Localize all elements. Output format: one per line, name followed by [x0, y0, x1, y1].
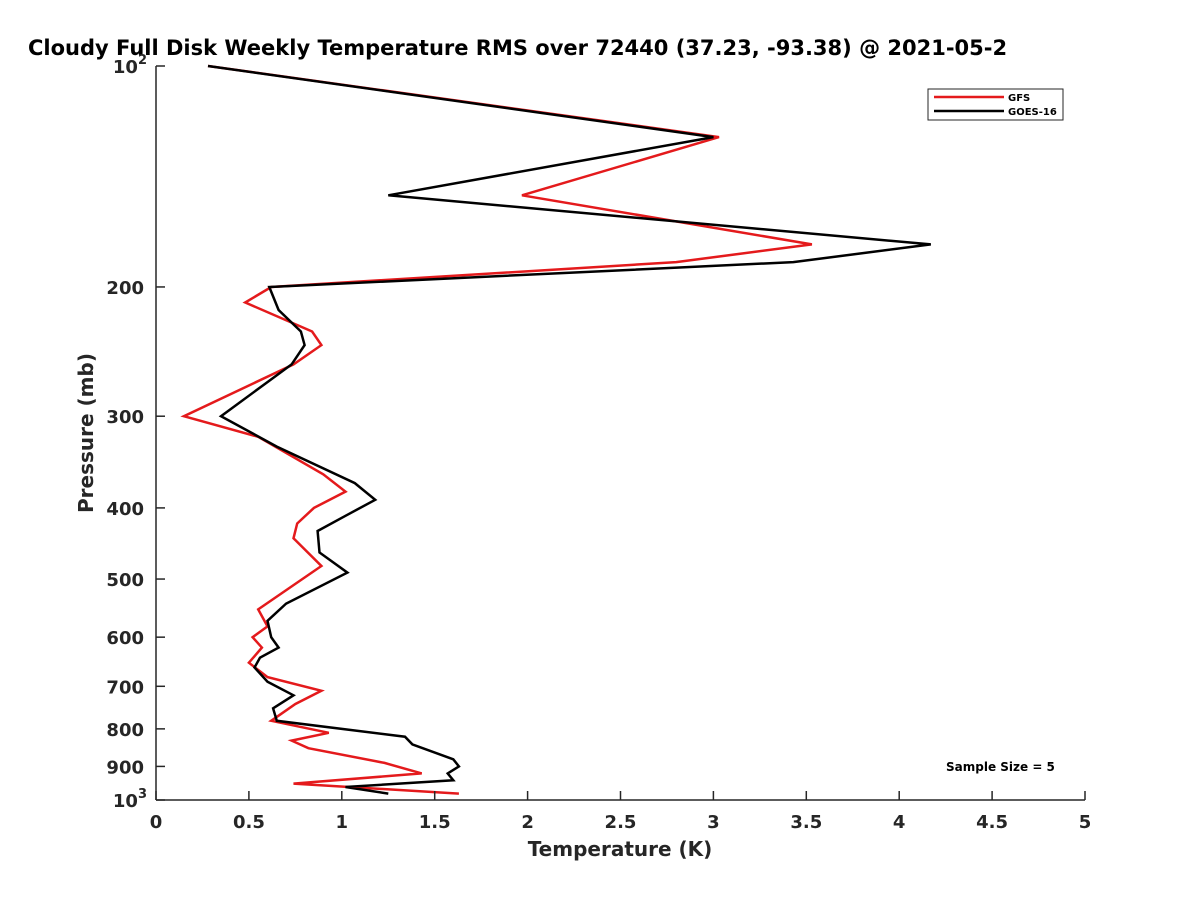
- y-ticks: 102 200 300 400 500 600 700 800 900 103: [106, 53, 165, 812]
- axes-layer: [155, 66, 1085, 801]
- y-axis-label: Pressure (mb): [74, 353, 98, 513]
- y-tick-label: 600: [106, 628, 144, 649]
- y-tick-label: 500: [106, 570, 144, 591]
- series-layer: [180, 64, 931, 795]
- series-line-gfs: [180, 64, 813, 795]
- legend-label-goes16: GOES-16: [1008, 107, 1057, 118]
- sample-size-annotation: Sample Size = 5: [946, 760, 1055, 774]
- x-tick-label: 3: [707, 812, 720, 833]
- x-tick-label: 1: [336, 812, 349, 833]
- y-tick-label: 900: [106, 757, 144, 778]
- x-tick-label: 0: [150, 812, 163, 833]
- y-tick-label: 102: [113, 53, 147, 78]
- x-tick-label: 4.5: [976, 812, 1008, 833]
- y-tick-label: 700: [106, 677, 144, 698]
- x-axis-label: Temperature (K): [528, 837, 713, 861]
- legend-box: [927, 88, 1064, 121]
- y-tick-label: 800: [106, 720, 144, 741]
- x-tick-label: 2.5: [605, 812, 637, 833]
- x-tick-label: 4: [893, 812, 906, 833]
- legend: GFS GOES-16: [927, 88, 1064, 121]
- y-tick-label: 200: [106, 278, 144, 299]
- x-tick-label: 5: [1079, 812, 1092, 833]
- x-tick-label: 3.5: [790, 812, 822, 833]
- x-tick-label: 0.5: [233, 812, 265, 833]
- x-tick-label: 2: [521, 812, 534, 833]
- chart-title: Cloudy Full Disk Weekly Temperature RMS …: [28, 36, 1007, 60]
- x-ticks: 0 0.5 1 1.5 2 2.5 3 3.5 4 4.5 5: [150, 791, 1092, 833]
- y-tick-label: 103: [113, 787, 147, 812]
- y-tick-label: 300: [106, 407, 144, 428]
- legend-label-gfs: GFS: [1008, 93, 1030, 104]
- y-tick-label: 400: [106, 499, 144, 520]
- plot-area: [156, 66, 1085, 800]
- series-line-goes16: [207, 64, 931, 795]
- x-tick-label: 1.5: [419, 812, 451, 833]
